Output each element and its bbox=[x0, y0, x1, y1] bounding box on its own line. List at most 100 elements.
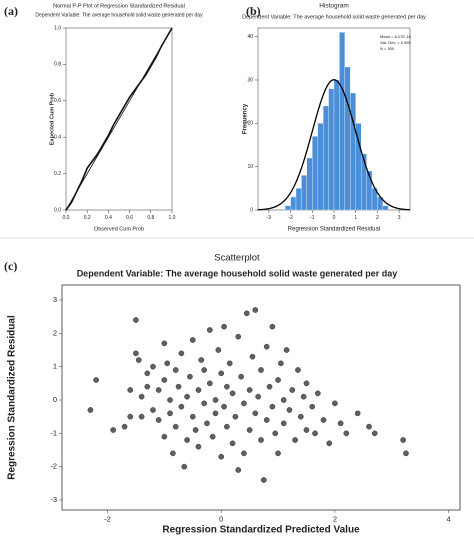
point bbox=[232, 413, 239, 420]
point bbox=[172, 423, 179, 430]
y-axis-title: Expected Cum Prob bbox=[49, 92, 55, 145]
point bbox=[326, 440, 333, 447]
point bbox=[300, 393, 307, 400]
bar bbox=[328, 88, 335, 211]
x-tick-label: 0.2 bbox=[84, 215, 91, 221]
point bbox=[303, 427, 310, 433]
bar bbox=[333, 79, 340, 211]
point bbox=[252, 307, 259, 313]
x-tick-label: 0.6 bbox=[126, 215, 133, 221]
point bbox=[161, 433, 168, 440]
bar bbox=[317, 123, 324, 211]
stats-label: Mean = 6.27E-16 bbox=[380, 34, 412, 39]
point bbox=[206, 327, 213, 333]
point bbox=[260, 477, 267, 483]
point bbox=[155, 387, 162, 393]
y-tick-label: -3 bbox=[50, 495, 57, 504]
point bbox=[249, 353, 256, 360]
bar bbox=[312, 136, 318, 211]
x-tick-label: -3 bbox=[267, 215, 272, 221]
chart-subtitle: Dependent Variable: The average househol… bbox=[242, 14, 426, 20]
point bbox=[280, 397, 287, 403]
point bbox=[275, 450, 281, 457]
y-tick-label: 20 bbox=[247, 121, 253, 127]
x-tick-label: 0 bbox=[219, 515, 223, 524]
point bbox=[187, 373, 193, 380]
point bbox=[121, 423, 128, 430]
y-axis-title: Frequency bbox=[243, 103, 249, 134]
point bbox=[272, 430, 279, 437]
y-tick-label: -2 bbox=[50, 462, 57, 471]
bar bbox=[284, 205, 291, 211]
point bbox=[192, 427, 199, 433]
point bbox=[93, 377, 99, 383]
point bbox=[135, 357, 142, 363]
bar bbox=[360, 153, 367, 211]
point bbox=[221, 403, 227, 410]
point bbox=[144, 370, 151, 377]
y-tick-label: 0 bbox=[250, 207, 253, 213]
point bbox=[184, 393, 190, 400]
point bbox=[184, 437, 190, 443]
stats-label: N = 300 bbox=[380, 46, 395, 51]
point bbox=[133, 350, 139, 357]
bar bbox=[301, 175, 308, 211]
point bbox=[354, 410, 361, 417]
point bbox=[195, 387, 202, 393]
point bbox=[218, 453, 225, 460]
point bbox=[263, 343, 270, 350]
y-tick-label: 10 bbox=[247, 164, 253, 170]
bar bbox=[382, 205, 389, 211]
point bbox=[198, 357, 205, 363]
point bbox=[189, 413, 196, 420]
point bbox=[255, 393, 262, 400]
x-tick-label: 0.4 bbox=[105, 215, 112, 221]
point bbox=[269, 403, 276, 410]
point bbox=[170, 450, 176, 457]
point bbox=[312, 430, 318, 437]
point bbox=[167, 397, 173, 403]
chart-subtitle: Dependent Variable: The average househol… bbox=[35, 12, 203, 18]
bar bbox=[322, 105, 329, 211]
y-tick-label: 2 bbox=[53, 328, 57, 337]
point bbox=[337, 420, 344, 427]
point bbox=[275, 377, 281, 383]
point bbox=[246, 427, 253, 433]
point bbox=[87, 407, 94, 413]
point bbox=[252, 410, 259, 417]
y-tick-label: 30 bbox=[247, 77, 253, 83]
y-tick-label: 0.4 bbox=[54, 135, 61, 141]
x-tick-label: 0.0 bbox=[63, 215, 70, 221]
bar bbox=[339, 32, 346, 211]
y-tick-label: 0 bbox=[53, 395, 57, 404]
bar bbox=[350, 92, 356, 211]
y-axis-title: Regression Standardized Residual bbox=[7, 315, 18, 480]
point bbox=[206, 380, 213, 387]
point bbox=[229, 440, 236, 447]
point bbox=[278, 360, 284, 367]
x-tick-label: -2 bbox=[288, 215, 293, 221]
point bbox=[181, 463, 188, 470]
x-axis-title: Observed Cum Prob bbox=[94, 226, 144, 232]
point bbox=[266, 383, 273, 390]
point bbox=[371, 430, 378, 437]
x-axis-title: Regression Standardized Residual bbox=[288, 227, 380, 233]
point bbox=[127, 387, 134, 393]
point bbox=[320, 417, 327, 423]
y-tick-label: 3 bbox=[53, 295, 57, 304]
point bbox=[161, 377, 168, 383]
point bbox=[189, 337, 196, 343]
point bbox=[224, 423, 230, 430]
bar bbox=[344, 66, 351, 211]
point bbox=[315, 390, 321, 397]
point bbox=[155, 417, 162, 423]
point bbox=[150, 363, 156, 370]
bar bbox=[290, 196, 297, 211]
point bbox=[400, 437, 406, 443]
point bbox=[241, 450, 247, 457]
point bbox=[110, 427, 117, 433]
point bbox=[226, 360, 233, 367]
point bbox=[204, 420, 210, 427]
